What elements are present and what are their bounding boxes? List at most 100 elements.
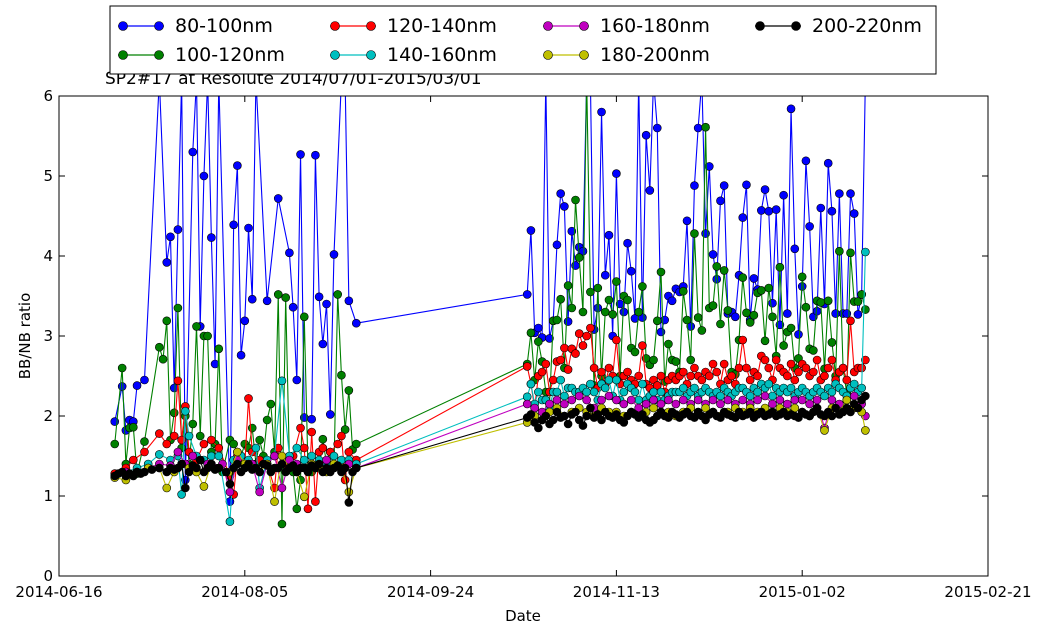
data-point — [597, 415, 606, 425]
data-point — [173, 376, 183, 386]
legend-marker — [543, 21, 553, 31]
data-point — [745, 391, 755, 401]
data-point — [192, 322, 201, 331]
data-point — [686, 322, 696, 331]
data-point — [846, 407, 855, 417]
data-point — [534, 337, 543, 346]
data-point — [820, 426, 829, 435]
data-point — [827, 206, 837, 216]
data-point — [779, 190, 788, 200]
data-point — [704, 371, 714, 381]
data-point — [344, 447, 354, 457]
x-tick-label: 2015-01-02 — [759, 583, 846, 601]
ticks-layer: 2014-06-16 2014-08-05 2014-09-24 2014-11-13… — [15, 87, 1031, 601]
data-point — [169, 431, 179, 441]
legend-marker — [118, 50, 128, 60]
data-point — [849, 209, 859, 218]
data-point — [195, 455, 205, 465]
data-point — [526, 379, 536, 389]
legend-box — [109, 5, 937, 75]
data-point — [277, 459, 287, 469]
data-point — [690, 181, 699, 190]
data-point — [656, 399, 666, 409]
data-point — [760, 391, 770, 401]
data-point — [731, 312, 740, 322]
data-point — [344, 386, 354, 395]
data-point — [619, 399, 629, 409]
data-point — [753, 395, 762, 405]
data-point — [225, 479, 235, 489]
data-point — [608, 310, 617, 319]
data-point — [214, 344, 224, 354]
data-point — [563, 281, 573, 290]
data-point — [794, 330, 803, 339]
data-point — [155, 450, 164, 459]
legend-label: 180-200nm — [600, 44, 710, 66]
series-160-180nm — [110, 391, 870, 497]
data-point — [745, 375, 755, 385]
data-point — [233, 161, 242, 170]
data-point — [571, 349, 580, 358]
data-point — [311, 150, 320, 160]
data-point — [244, 223, 253, 233]
legend-label: 120-140nm — [387, 15, 497, 37]
data-point — [563, 419, 573, 429]
data-point — [719, 181, 729, 190]
data-point — [757, 286, 766, 295]
data-point — [574, 391, 584, 401]
data-point — [233, 459, 242, 469]
data-point — [809, 346, 818, 355]
data-point — [225, 497, 235, 506]
data-point — [188, 147, 198, 157]
data-point — [262, 296, 272, 306]
data-point — [184, 467, 194, 477]
data-point — [303, 504, 313, 514]
data-point — [716, 196, 725, 206]
data-point — [738, 335, 748, 345]
data-point — [236, 350, 246, 360]
data-point — [690, 383, 699, 393]
data-point — [708, 395, 718, 405]
legend-marker — [118, 21, 128, 31]
data-point — [292, 504, 302, 514]
legend-label: 160-180nm — [600, 15, 710, 37]
data-point — [626, 395, 636, 405]
data-point — [764, 283, 774, 293]
data-point — [285, 248, 294, 258]
legend-marker — [366, 21, 376, 31]
data-point — [745, 318, 755, 327]
x-tick-label: 2014-11-13 — [573, 583, 660, 601]
data-point — [641, 399, 651, 409]
legend-label: 100-120nm — [175, 44, 285, 66]
data-point — [753, 371, 762, 381]
data-point — [742, 363, 751, 373]
data-point — [635, 76, 643, 84]
data-point — [775, 262, 785, 272]
data-point — [838, 363, 848, 373]
data-point — [229, 439, 238, 449]
data-point — [619, 307, 629, 317]
data-point — [351, 318, 361, 328]
data-point — [214, 463, 224, 473]
data-point — [117, 363, 127, 373]
data-point — [556, 294, 565, 304]
data-point — [768, 391, 777, 401]
data-point — [273, 443, 283, 453]
legend-entry: 120-140nm — [330, 15, 497, 37]
data-point — [556, 355, 565, 365]
data-point — [586, 403, 595, 413]
data-point — [604, 295, 614, 305]
data-point — [823, 363, 833, 373]
data-point — [147, 465, 157, 474]
data-point — [534, 423, 543, 433]
data-point — [181, 406, 190, 416]
data-point — [173, 447, 183, 457]
data-point — [641, 130, 651, 140]
data-point — [861, 305, 870, 314]
data-point — [270, 497, 279, 506]
data-point — [823, 158, 833, 168]
data-point — [712, 367, 722, 377]
data-point — [693, 123, 703, 133]
data-point — [140, 467, 149, 477]
data-point — [203, 331, 212, 341]
